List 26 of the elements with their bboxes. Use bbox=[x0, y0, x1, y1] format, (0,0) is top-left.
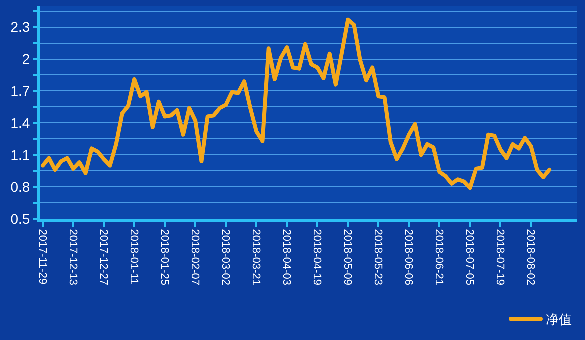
y-tick-label: 0.8 bbox=[10, 178, 30, 195]
x-tick-label: 2018-04-03 bbox=[280, 229, 293, 286]
x-tick-label: 2017-12-27 bbox=[97, 229, 110, 286]
x-tick-label: 2017-12-13 bbox=[66, 229, 79, 286]
x-tick-label: 2018-04-19 bbox=[311, 229, 324, 286]
y-tick-label: 1.1 bbox=[10, 147, 30, 163]
x-tick-label: 2018-02-07 bbox=[189, 229, 202, 286]
x-tick-label: 2017-11-29 bbox=[36, 229, 48, 285]
y-tick-label: 1.4 bbox=[10, 115, 30, 132]
x-tick-label: 2018-01-11 bbox=[128, 229, 140, 285]
x-tick-label: 2018-06-06 bbox=[402, 229, 415, 286]
x-tick-label: 2018-03-21 bbox=[250, 229, 262, 286]
y-tick-label: 1.7 bbox=[10, 83, 30, 100]
legend-label: 净值 bbox=[546, 312, 572, 328]
x-tick-label: 2018-07-19 bbox=[494, 229, 506, 286]
x-tick-label: 2018-05-09 bbox=[342, 229, 354, 286]
x-tick-label: 2018-08-02 bbox=[524, 229, 537, 286]
y-tick-label: 2.3 bbox=[10, 19, 30, 36]
x-tick-label: 2018-01-25 bbox=[158, 229, 171, 286]
y-tick-label: 2 bbox=[22, 51, 30, 68]
line-series bbox=[41, 18, 552, 190]
x-tick-label: 2018-07-05 bbox=[464, 229, 476, 286]
x-tick-label: 2018-03-02 bbox=[220, 229, 232, 286]
x-tick-label: 2018-05-23 bbox=[372, 229, 384, 286]
x-tick-label: 2018-06-21 bbox=[433, 229, 446, 286]
y-tick-label: 0.5 bbox=[10, 210, 30, 227]
